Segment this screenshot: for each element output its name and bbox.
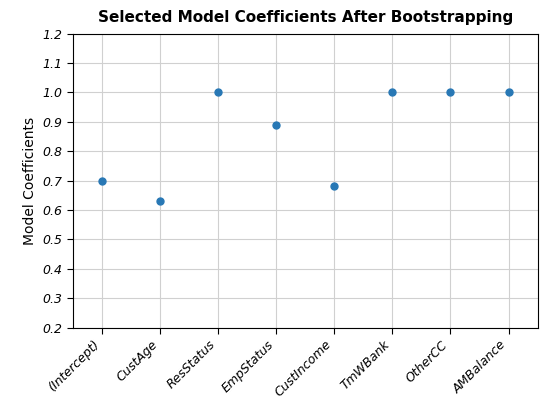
Y-axis label: Model Coefficients: Model Coefficients [23,116,37,245]
Title: Selected Model Coefficients After Bootstrapping: Selected Model Coefficients After Bootst… [97,10,513,26]
